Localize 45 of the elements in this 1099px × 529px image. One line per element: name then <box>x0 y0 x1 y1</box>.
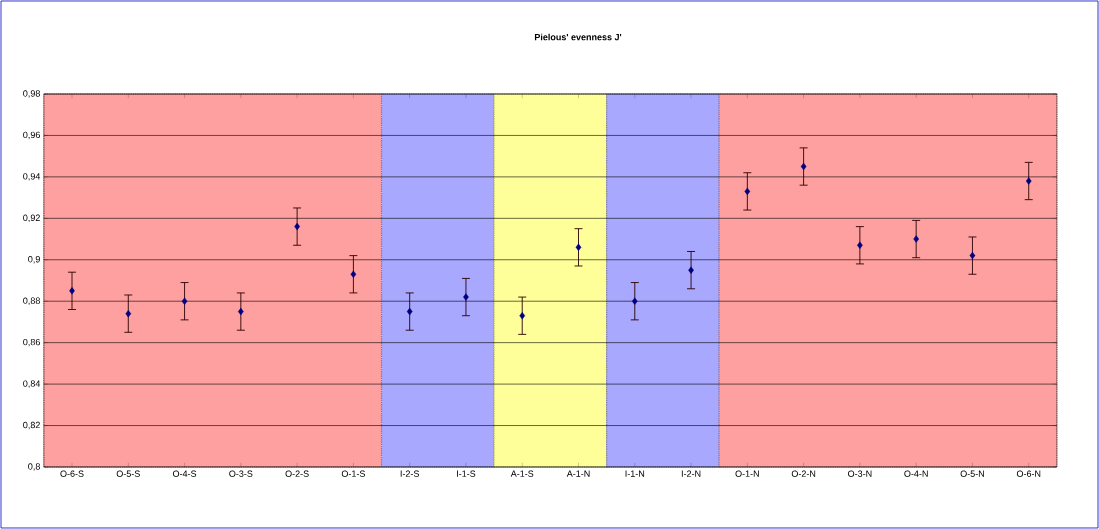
x-tick-label: O-1-N <box>735 470 759 477</box>
point <box>913 235 919 243</box>
x-tick-label: O-5-S <box>116 470 140 477</box>
y-tick-label: 0,94 <box>23 173 41 181</box>
x-tick-label: O-2-S <box>285 470 309 477</box>
point <box>969 251 976 260</box>
x-tick-label: O-4-S <box>172 470 197 477</box>
y-tick-label: 0,98 <box>23 90 40 98</box>
x-tick-label: O-3-N <box>848 470 872 477</box>
point <box>857 241 863 249</box>
point <box>69 287 75 295</box>
y-tick-label: 0,9 <box>28 256 40 264</box>
x-tick-label: O-6-N <box>1016 470 1041 477</box>
x-tick-label: O-6-S <box>60 470 84 477</box>
y-tick-label: 0,84 <box>23 380 41 388</box>
point <box>125 309 132 318</box>
point <box>181 297 188 305</box>
y-tick-label: 0,82 <box>23 421 40 430</box>
x-tick-label: O-5-N <box>960 470 984 477</box>
y-tick-label: 0,96 <box>23 131 40 140</box>
x-tick-label: O-2-N <box>791 470 816 477</box>
y-tick-label: 0,88 <box>23 297 40 305</box>
x-tick-label: O-1-S <box>341 470 365 477</box>
x-tick-label: I-1-N <box>625 470 645 477</box>
point <box>406 307 413 316</box>
point <box>463 293 469 301</box>
x-tick-label: I-1-S <box>457 470 476 477</box>
x-tick-label: I-2-N <box>681 470 701 477</box>
x-tick-label: I-2-S <box>400 470 420 477</box>
x-tick-label: A-1-S <box>510 470 534 477</box>
point <box>519 312 526 320</box>
chart-title: Pielous' evenness J' <box>534 33 622 41</box>
point <box>1025 177 1032 185</box>
point <box>800 162 807 171</box>
x-tick-label: A-1-N <box>566 470 590 477</box>
x-tick-label: O-3-S <box>229 470 253 477</box>
point <box>744 187 751 196</box>
y-tick-label: 0,92 <box>23 214 40 223</box>
point <box>631 297 638 305</box>
x-tick-label: O-4-N <box>904 470 928 477</box>
point <box>575 243 582 252</box>
y-tick-label: 0,86 <box>23 338 40 347</box>
y-tick-label: 0,8 <box>28 463 40 471</box>
point <box>350 270 357 278</box>
point <box>688 266 694 274</box>
